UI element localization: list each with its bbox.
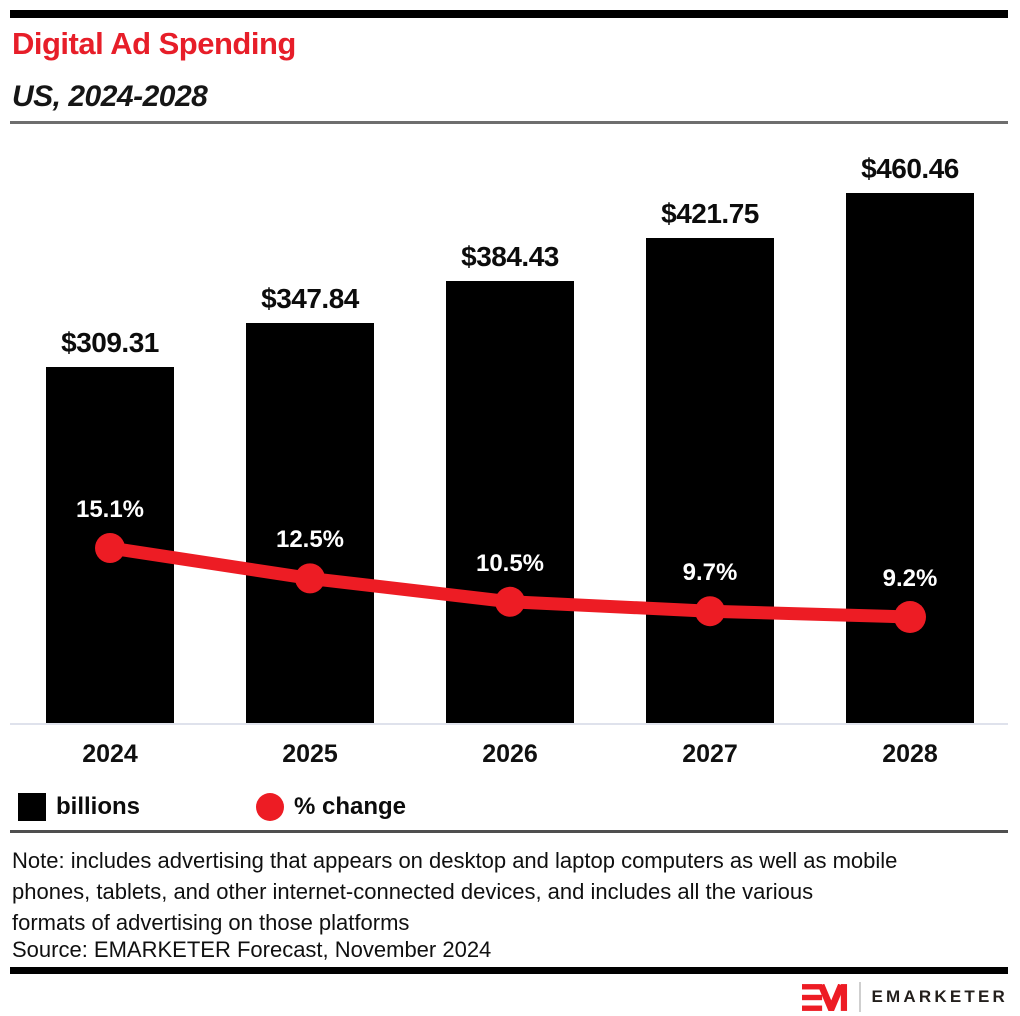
note-line: formats of advertising on those platform… — [12, 910, 410, 935]
header-divider — [10, 121, 1008, 124]
top-rule — [10, 10, 1008, 18]
legend: billions % change — [18, 792, 406, 822]
chart-title: Digital Ad Spending — [12, 26, 296, 61]
x-axis-label-2025: 2025 — [282, 740, 338, 768]
chart-subtitle: US, 2024-2028 — [12, 80, 208, 113]
emarketer-logo-icon — [801, 983, 847, 1011]
bar-2025 — [246, 322, 374, 723]
bottom-rule — [10, 967, 1008, 974]
source-text: Source: EMARKETER Forecast, November 202… — [12, 937, 492, 962]
percent-label: 9.2% — [882, 565, 938, 592]
legend-bar-label: billions — [56, 793, 140, 820]
note-line: Note: includes advertising that appears … — [12, 848, 898, 873]
x-axis-label-2027: 2027 — [682, 740, 738, 768]
footer-divider — [10, 830, 1008, 833]
x-axis-label-2028: 2028 — [882, 740, 938, 768]
percent-label: 12.5% — [275, 526, 345, 554]
logo-divider — [858, 982, 861, 1012]
bar-2024 — [46, 366, 174, 723]
bar-value-label: $384.43 — [461, 240, 559, 272]
x-axis-label-2024: 2024 — [82, 740, 138, 768]
emarketer-wordmark: EMARKETER — [871, 987, 1008, 1006]
x-axis-label-2026: 2026 — [482, 740, 538, 768]
bar-value-label: $460.46 — [861, 153, 959, 184]
bar-2027 — [646, 237, 774, 723]
emarketer-logo: EMARKETER — [801, 981, 1008, 1013]
percent-change-dot-icon — [256, 793, 284, 821]
bar-value-label: $421.75 — [661, 197, 759, 229]
percent-label: 9.7% — [682, 559, 738, 587]
percent-label: 15.1% — [75, 496, 145, 523]
billions-swatch-icon — [18, 793, 46, 821]
bar-value-label: $347.84 — [261, 282, 359, 314]
bar-2028 — [846, 193, 974, 723]
note-text: Note: includes advertising that appears … — [12, 845, 1002, 938]
bar-2026 — [446, 280, 574, 723]
x-axis-line — [10, 723, 1008, 725]
percent-label: 10.5% — [475, 549, 545, 577]
note-line: phones, tablets, and other internet-conn… — [12, 879, 814, 904]
bar-value-label: $309.31 — [61, 326, 159, 358]
legend-line-label: % change — [294, 793, 407, 820]
